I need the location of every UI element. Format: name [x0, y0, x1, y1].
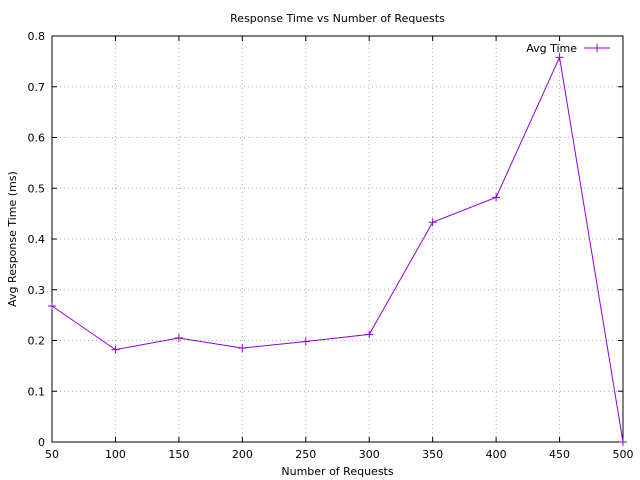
y-tick-label: 0.5	[28, 182, 46, 195]
data-point	[555, 53, 564, 62]
data-point	[111, 345, 120, 354]
data-point	[238, 344, 247, 353]
y-tick-label: 0.7	[28, 81, 46, 94]
series	[48, 53, 627, 446]
y-tick-label: 0	[38, 436, 45, 449]
data-point	[428, 218, 437, 227]
axis-ticks: 50 100 150 200 250 300 350 400 450 500 0 0.1 0.2 0.3 0…	[28, 30, 634, 461]
y-tick-label: 0.6	[28, 132, 46, 145]
y-tick-label: 0.3	[28, 284, 46, 297]
y-tick-label: 0.1	[28, 385, 46, 398]
x-tick-label: 300	[359, 448, 380, 461]
y-tick-label: 0.8	[28, 30, 46, 43]
legend: Avg Time	[526, 42, 610, 55]
x-tick-label: 100	[105, 448, 126, 461]
x-tick-label: 250	[295, 448, 316, 461]
y-axis-label: Avg Response Time (ms)	[6, 171, 19, 307]
plot-frame	[51, 35, 624, 443]
legend-label: Avg Time	[526, 42, 577, 55]
data-point	[301, 337, 310, 346]
y-tick-label: 0.4	[28, 233, 46, 246]
chart-title: Response Time vs Number of Requests	[230, 12, 445, 25]
data-point	[619, 438, 627, 446]
x-tick-label: 350	[422, 448, 443, 461]
data-point	[174, 333, 183, 342]
x-axis-label: Number of Requests	[281, 465, 393, 478]
x-tick-label: 200	[232, 448, 253, 461]
x-tick-label: 150	[168, 448, 189, 461]
data-point	[365, 330, 374, 339]
grid	[52, 36, 623, 442]
series-line	[51, 55, 624, 443]
x-tick-label: 450	[549, 448, 570, 461]
data-point	[492, 193, 501, 202]
x-tick-label: 50	[45, 448, 59, 461]
data-point	[48, 301, 56, 310]
x-tick-label: 400	[486, 448, 507, 461]
y-tick-label: 0.2	[28, 335, 46, 348]
x-tick-label: 500	[613, 448, 634, 461]
